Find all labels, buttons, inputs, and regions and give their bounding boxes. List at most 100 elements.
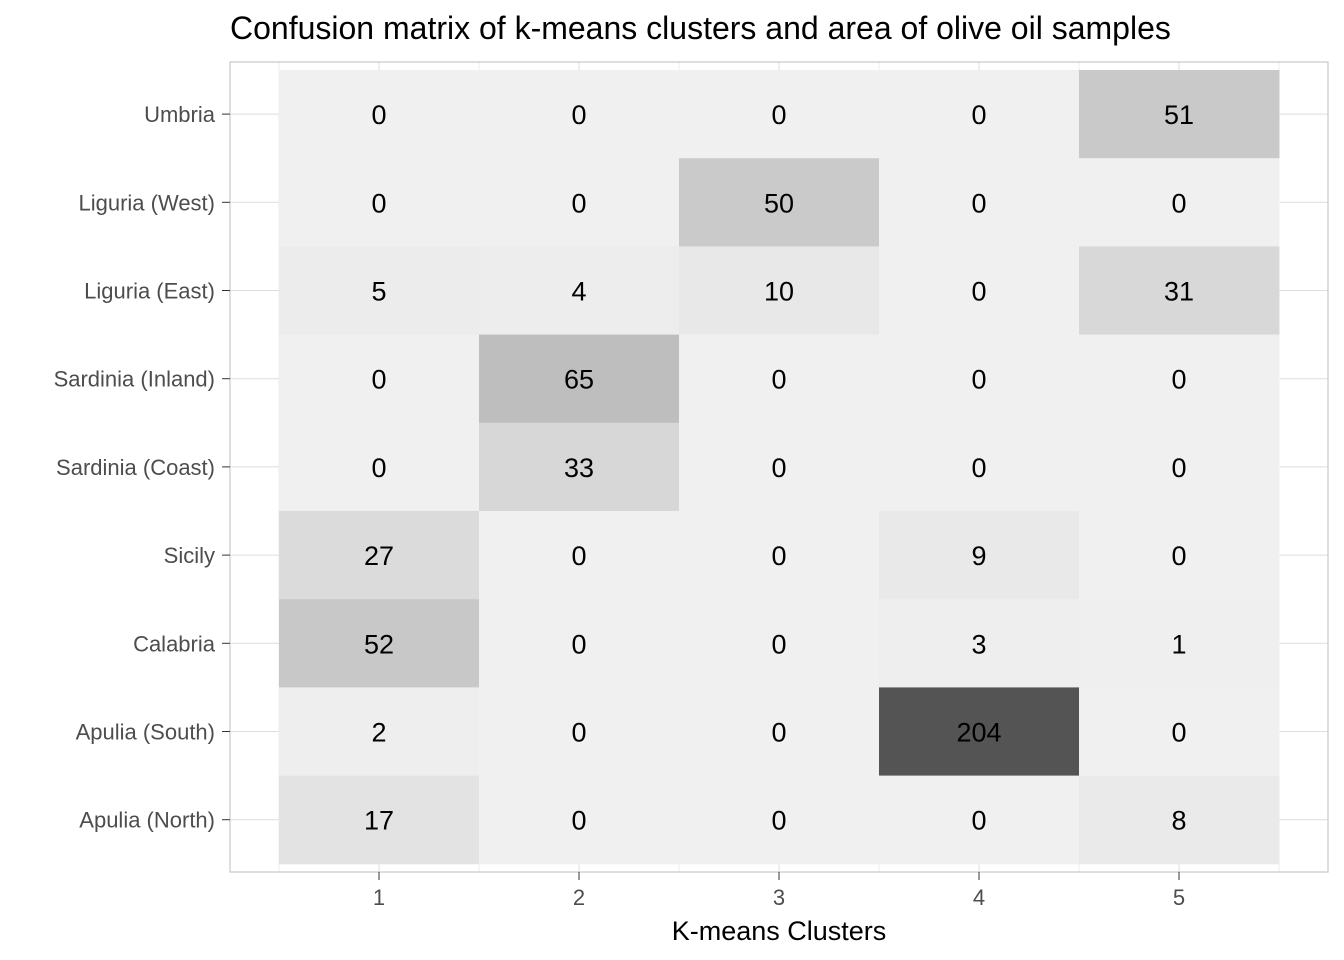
- y-tick-label: Sardinia (Inland): [54, 367, 215, 392]
- cell-value-label: 0: [971, 277, 986, 307]
- heatmap-cell: [279, 158, 480, 247]
- cell-value-label: 0: [371, 453, 386, 483]
- heatmap-cell: [1079, 422, 1280, 512]
- cell-value-label: 0: [571, 541, 586, 571]
- cell-value-label: 27: [364, 541, 394, 571]
- cell-value-label: 0: [1171, 453, 1186, 483]
- cell-value-label: 0: [571, 718, 586, 748]
- y-tick-label: Sardinia (Coast): [56, 455, 215, 480]
- cell-value-label: 9: [971, 541, 986, 571]
- cell-value-label: 0: [1171, 718, 1186, 748]
- heatmap-cell: [279, 422, 480, 512]
- heatmap-cell: [879, 599, 1080, 688]
- cell-value-label: 0: [571, 188, 586, 218]
- cell-value-label: 0: [1171, 365, 1186, 395]
- heatmap-cell: [479, 246, 680, 336]
- heatmap-cell: [479, 334, 680, 424]
- heatmap-cell: [479, 775, 680, 865]
- heatmap-cell: [879, 422, 1080, 512]
- cell-value-label: 10: [764, 277, 794, 307]
- y-tick-label: Sicily: [164, 543, 215, 568]
- cell-value-label: 0: [771, 100, 786, 130]
- heatmap-cell: [879, 158, 1080, 247]
- cell-value-label: 3: [971, 629, 986, 659]
- heatmap-cell: [479, 422, 680, 512]
- heatmap-cell: [1079, 246, 1280, 336]
- heatmap-cell: [879, 511, 1080, 600]
- cell-value-label: 5: [371, 277, 386, 307]
- cell-value-label: 52: [364, 629, 394, 659]
- x-tick-label: 1: [373, 885, 385, 910]
- cell-value-label: 0: [1171, 541, 1186, 571]
- cell-value-label: 0: [371, 188, 386, 218]
- heatmap-cell: [1079, 334, 1280, 424]
- heatmap-cell: [479, 511, 680, 600]
- cell-value-label: 0: [971, 188, 986, 218]
- cell-value-label: 0: [771, 541, 786, 571]
- y-tick-label: Umbria: [144, 102, 216, 127]
- cell-value-label: 1: [1171, 629, 1186, 659]
- tick-layer: [222, 113, 1180, 880]
- heatmap-cell: [1079, 511, 1280, 600]
- label-layer: Umbria Liguria (West) Liguria (East) Sardin…: [54, 102, 1186, 910]
- heatmap-cell: [679, 422, 880, 512]
- x-tick-label: 3: [773, 885, 785, 910]
- heatmap-cell: [479, 70, 680, 159]
- cell-value-label: 50: [764, 188, 794, 218]
- cell-value-label: 65: [564, 365, 594, 395]
- cell-value-label: 17: [364, 806, 394, 836]
- cell-value-label: 0: [571, 100, 586, 130]
- heatmap-cell: [279, 687, 480, 777]
- cell-value-label: 0: [371, 365, 386, 395]
- cell-value-label: 4: [571, 277, 586, 307]
- cell-value-label: 0: [571, 629, 586, 659]
- heatmap-cell: [1079, 70, 1280, 159]
- heatmap-cell: [1079, 687, 1280, 777]
- y-tick-label: Calabria: [133, 631, 216, 656]
- heatmap-cell: [279, 70, 480, 159]
- y-tick-label: Apulia (North): [79, 808, 215, 833]
- x-tick-label: 4: [973, 885, 985, 910]
- heatmap-cell: [279, 334, 480, 424]
- heatmap-cell: [479, 599, 680, 688]
- heatmap-cell: [279, 775, 480, 865]
- heatmap-cell: [1079, 158, 1280, 247]
- heatmap-cell: [879, 775, 1080, 865]
- cell-value-label: 0: [571, 806, 586, 836]
- y-tick-label: Liguria (West): [78, 190, 215, 215]
- heatmap-cell: [279, 511, 480, 600]
- heatmap-cell: [679, 334, 880, 424]
- cell-value-label: 0: [371, 100, 386, 130]
- cell-value-label: 204: [956, 718, 1001, 748]
- heatmap-cell: [479, 158, 680, 247]
- cell-value-label: 51: [1164, 100, 1194, 130]
- cell-value-label: 8: [1171, 806, 1186, 836]
- heatmap-cell: [479, 687, 680, 777]
- heatmap-cell: [679, 687, 880, 777]
- cell-value-label: 33: [564, 453, 594, 483]
- heatmap-cell: [1079, 599, 1280, 688]
- heatmap-cell: [879, 687, 1080, 777]
- cell-value-label: 0: [771, 718, 786, 748]
- cell-value-label: 0: [771, 629, 786, 659]
- heatmap-cell: [679, 246, 880, 336]
- y-tick-label: Liguria (East): [84, 279, 215, 304]
- heatmap-cell: [679, 775, 880, 865]
- heatmap-cell: [679, 511, 880, 600]
- cell-value-label: 0: [771, 365, 786, 395]
- heatmap-cell: [679, 599, 880, 688]
- heatmap-cell: [879, 334, 1080, 424]
- cell-value-label: 31: [1164, 277, 1194, 307]
- heatmap-cell: [279, 599, 480, 688]
- cell-value-label: 0: [771, 806, 786, 836]
- x-tick-label: 2: [573, 885, 585, 910]
- heatmap-cell: [1079, 775, 1280, 865]
- cell-value-label: 0: [971, 100, 986, 130]
- cell-value-label: 0: [971, 806, 986, 836]
- cell-layer: 0 0 0 0 510 0 50 0 05 4 10 0 310 65 0 0 00 33 0 0 027 0 0 9 052 0…: [279, 70, 1280, 865]
- y-tick-label: Apulia (South): [76, 720, 215, 745]
- chart-title: Confusion matrix of k-means clusters and…: [230, 10, 1171, 46]
- cell-value-label: 0: [1171, 188, 1186, 218]
- heatmap-cell: [879, 246, 1080, 336]
